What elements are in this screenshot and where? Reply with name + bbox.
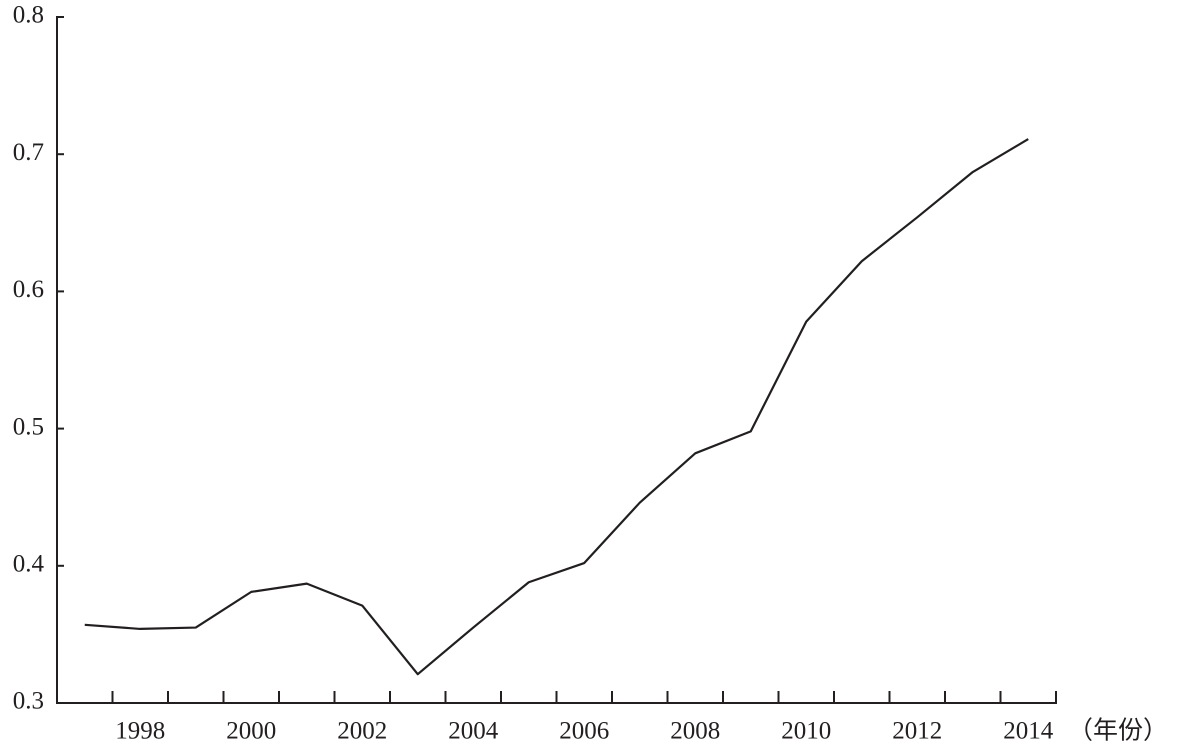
y-tick-label: 0.4 <box>13 551 45 578</box>
y-tick-label: 0.3 <box>13 688 44 715</box>
x-tick-label: 2010 <box>781 718 831 745</box>
x-tick-label: 1998 <box>115 718 165 745</box>
y-tick-label: 0.6 <box>13 276 44 303</box>
y-tick-label: 0.8 <box>13 2 44 29</box>
x-axis-label: （年份） <box>1068 717 1168 745</box>
x-tick-label: 2000 <box>226 718 276 745</box>
x-tick-label: 2012 <box>892 718 942 745</box>
data-line <box>84 138 1029 676</box>
y-tick-label: 0.7 <box>13 139 44 166</box>
y-tick-label: 0.5 <box>13 413 44 440</box>
x-tick-label: 2014 <box>1003 718 1054 745</box>
x-tick-label: 2008 <box>670 718 720 745</box>
x-tick-label: 2006 <box>559 718 609 745</box>
x-tick-label: 2004 <box>448 718 499 745</box>
x-tick-label: 2002 <box>337 718 387 745</box>
